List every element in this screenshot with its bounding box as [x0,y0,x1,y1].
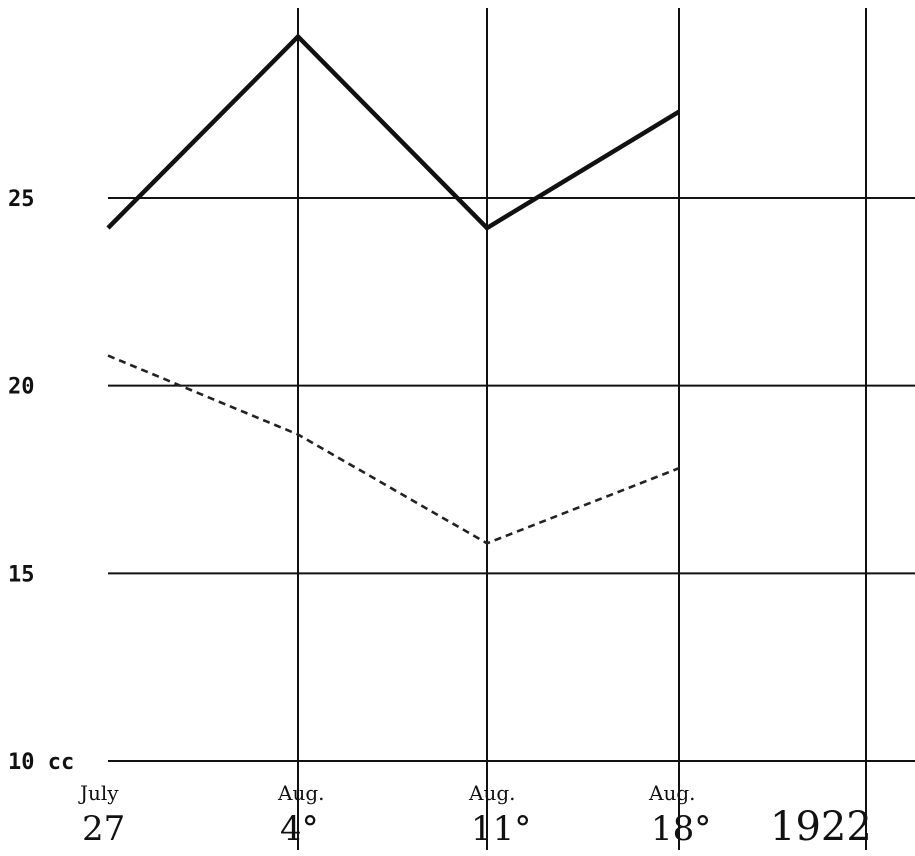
x-tick-month-4: Aug. [648,781,695,805]
x-tick-day-4: 18° [651,809,711,849]
x-axis-ticks: July 27 Aug. 4° Aug. 11° Aug. 18° [78,781,711,849]
y-tick-label-10: 10 cc [8,750,74,775]
series-line-2-dashed [107,354,680,545]
x-tick-month-2: Aug. [277,781,324,805]
series-group [106,33,681,545]
series-line-1-solid [106,33,681,231]
x-tick-month-1: July [78,781,119,805]
x-tick-month-3: Aug. [468,781,515,805]
year-label: 1922 [770,804,872,850]
x-tick-day-2: 4° [280,809,319,849]
y-tick-label-20: 20 [8,375,35,400]
x-tick-day-1: 27 [82,809,125,849]
y-tick-label-15: 15 [8,562,35,587]
y-axis-ticks: 10 cc 15 20 25 [8,187,74,775]
y-tick-label-25: 25 [8,187,35,212]
x-tick-day-3: 11° [471,809,531,849]
grid [108,8,915,850]
